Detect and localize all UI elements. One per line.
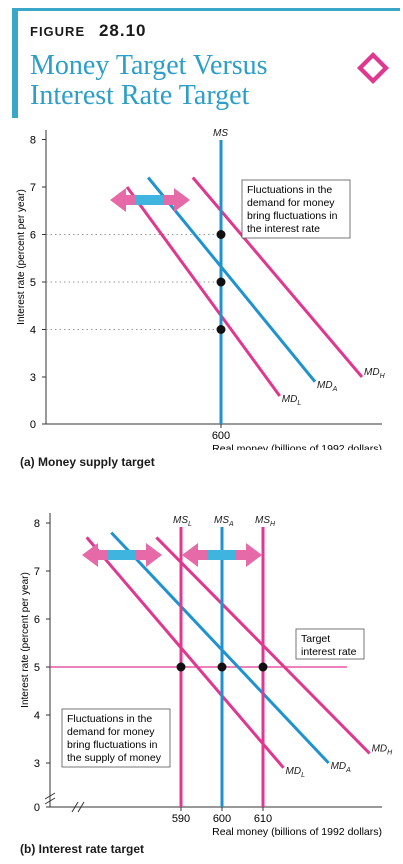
x-tick-label: 610 [254, 813, 272, 825]
target-label-box [295, 628, 365, 660]
y-axis-break [44, 792, 56, 805]
demand-curve-label-h: MDH [364, 367, 386, 380]
supply-label-h: MSH [255, 515, 276, 528]
chart-interest-rate-target: 0 3 4 5 6 7 8 Interest rate (percent per year) R… [20, 513, 394, 838]
target-label-line: Target [301, 633, 330, 645]
x-axis-label: Real money (billions of 1992 dollars) [212, 443, 382, 450]
annotation-line: demand for money [67, 726, 155, 738]
demand-curve-a [110, 531, 330, 765]
annotation-line: bring fluctuations in [247, 210, 338, 222]
supply-label: MS [213, 128, 228, 139]
x-axis-break [71, 801, 85, 813]
double-arrow-center [108, 550, 136, 560]
figure-title: Money Target Versus Interest Rate Target [30, 51, 350, 111]
figure-number-value: 28.10 [98, 21, 147, 40]
annotation-line: Fluctuations in the [247, 184, 332, 196]
figure-title-line1: Money Target Versus [30, 50, 268, 81]
y-axis-label: Interest rate (percent per year) [20, 572, 31, 708]
equilibrium-point [217, 662, 227, 672]
figure-label: FIGURE [30, 24, 86, 39]
double-arrow-center [136, 195, 164, 205]
caption-a: (a) Money supply target [20, 455, 155, 469]
demand-curve-label-l: MDL [282, 394, 302, 407]
fluctuation-arrow [182, 543, 262, 567]
y-tick-label: 4 [30, 325, 36, 337]
demand-curve-label-a: MDA [331, 761, 352, 774]
y-tick-label: 3 [30, 372, 36, 384]
annotation-line: bring fluctuations in [67, 739, 158, 751]
x-tick-label: 600 [213, 813, 231, 825]
y-tick-label: 7 [30, 182, 36, 194]
supply-label-l: MSL [173, 515, 192, 528]
demand-curve-l [85, 536, 285, 769]
y-axis-label: Interest rate (percent per year) [16, 189, 27, 325]
y-tick-label: 5 [30, 277, 36, 289]
demand-curve-a [146, 176, 317, 383]
y-tick-label: 3 [34, 758, 40, 770]
annotation-frame [61, 708, 171, 768]
fluctuation-arrow [82, 543, 162, 567]
x-tick-label: 600 [212, 430, 230, 442]
y-tick-label: 0 [34, 802, 40, 814]
figure-header: FIGURE 28.10 Money Target Versus Interes… [12, 8, 400, 118]
y-tick-label: 7 [34, 566, 40, 578]
demand-curve-label-h: MDH [372, 743, 394, 756]
y-tick-label: 4 [34, 710, 40, 722]
equilibrium-point [216, 230, 226, 239]
y-tick-label: 8 [34, 518, 40, 530]
fluctuation-arrow [110, 188, 190, 212]
demand-curve-label-a: MDA [317, 380, 338, 393]
demand-curve-l [125, 186, 281, 397]
annotation-line: the supply of money [67, 752, 162, 764]
equilibrium-point [216, 277, 226, 287]
y-tick-label: 6 [30, 230, 36, 242]
supply-label-a: MSA [214, 515, 234, 528]
equilibrium-point [258, 662, 268, 672]
annotation-frame [241, 179, 351, 239]
x-tick-label: 590 [172, 813, 190, 825]
chart-money-supply-target: 0 3 4 5 6 7 8 Interest rate (percent per year) R… [16, 128, 386, 450]
diamond-icon [357, 52, 389, 84]
double-arrow-center [208, 550, 236, 560]
figure-number: FIGURE 28.10 [30, 21, 147, 41]
figure-title-line2: Interest Rate Target [30, 80, 250, 111]
target-label-line: interest rate [301, 646, 357, 658]
annotation-line: demand for money [247, 197, 335, 209]
equilibrium-point [176, 662, 186, 672]
x-axis-label: Real money (billions of 1992 dollars) [212, 826, 382, 838]
demand-curve-label-l: MDL [286, 766, 306, 779]
y-tick-label: 8 [30, 135, 36, 147]
y-tick-label: 5 [34, 662, 40, 674]
equilibrium-point [216, 325, 226, 334]
y-tick-label: 0 [30, 419, 36, 431]
y-tick-label: 6 [34, 614, 40, 626]
annotation-line: Fluctuations in the [67, 713, 152, 725]
annotation-line: the interest rate [247, 223, 320, 235]
caption-b: (b) Interest rate target [20, 842, 145, 856]
